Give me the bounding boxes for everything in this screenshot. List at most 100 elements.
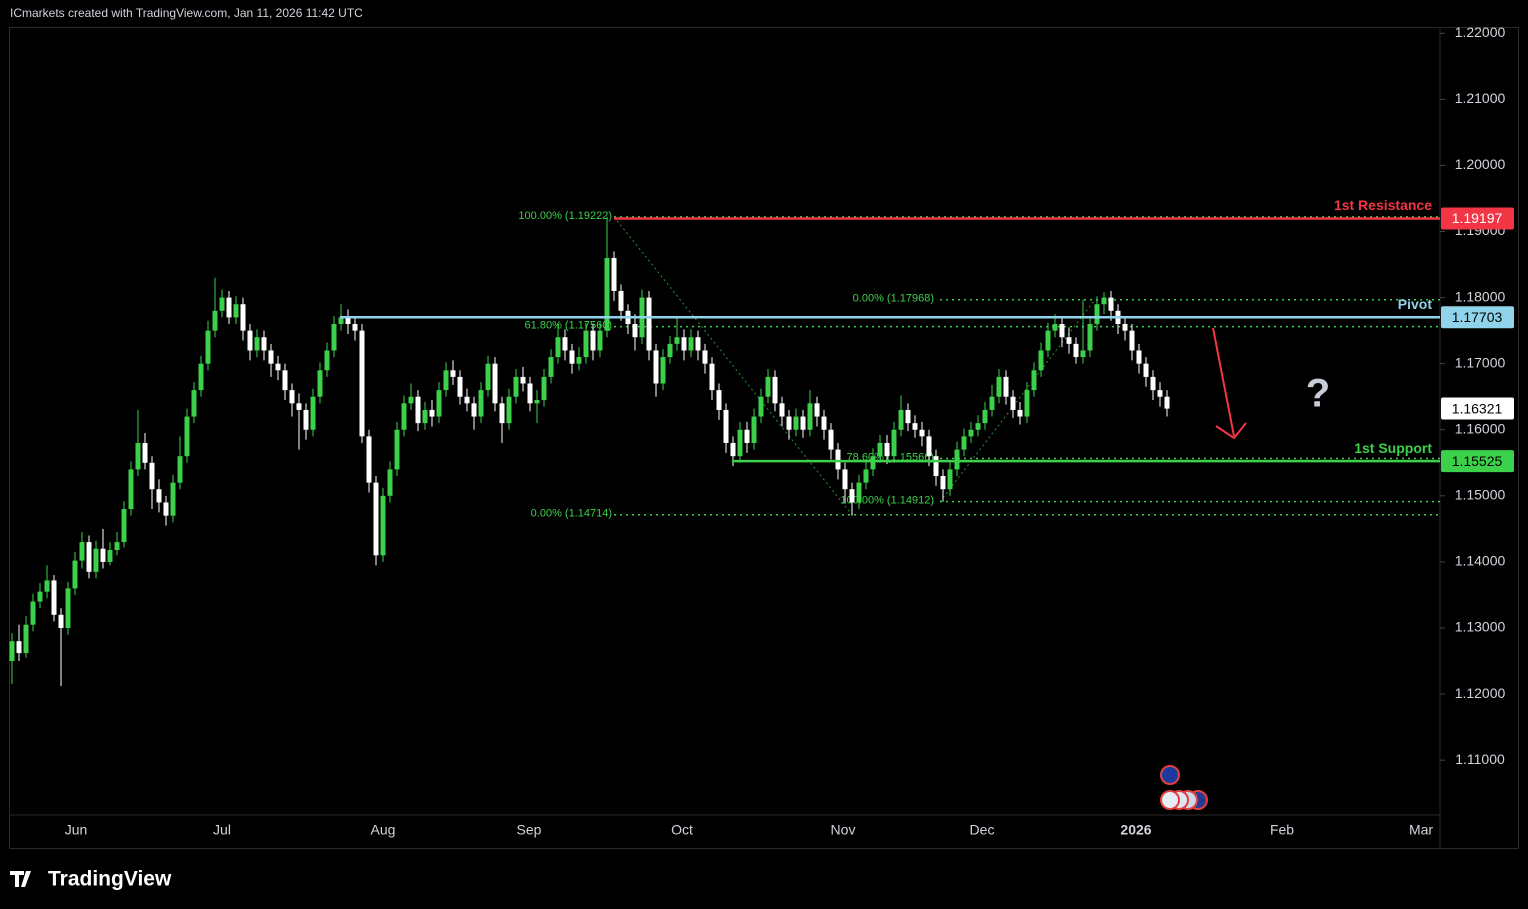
- fib-label: 0.00% (1.14714): [531, 508, 612, 520]
- candle-body: [317, 370, 323, 397]
- candle-body: [1038, 350, 1044, 371]
- candle-body: [275, 363, 281, 371]
- candle-body: [758, 396, 764, 417]
- candle-body: [1101, 297, 1107, 305]
- candle-body: [996, 376, 1002, 397]
- candle-body: [702, 350, 708, 364]
- candle-body: [464, 396, 470, 404]
- candle-body: [618, 290, 624, 311]
- candle-body: [744, 429, 750, 443]
- y-tick-label: 1.20000: [1455, 156, 1506, 172]
- fib-label: 100.00% (1.14912): [840, 495, 934, 507]
- footer-logo: TradingView: [10, 868, 172, 891]
- candle-body: [513, 376, 519, 397]
- level-name: 1st Support: [1354, 440, 1432, 456]
- candle-body: [1024, 390, 1030, 417]
- candle-body: [163, 502, 169, 516]
- candle-body: [436, 390, 442, 417]
- candle-body: [191, 390, 197, 417]
- price-tag: [1441, 207, 1514, 230]
- candle-body: [772, 376, 778, 404]
- y-tick-label: 1.11000: [1455, 751, 1505, 767]
- candle-body: [989, 396, 995, 410]
- candle-body: [254, 337, 260, 351]
- candle-body: [814, 403, 820, 417]
- y-tick-label: 1.14000: [1455, 553, 1506, 569]
- candle-body: [100, 548, 106, 562]
- fib-label: 0.00% (1.17968): [853, 293, 934, 305]
- y-tick-label: 1.12000: [1455, 685, 1506, 701]
- x-tick-label: Mar: [1409, 822, 1433, 838]
- candle-body: [919, 429, 925, 437]
- y-tick-label: 1.16000: [1455, 420, 1506, 436]
- candle-body: [954, 449, 960, 470]
- candle-body: [58, 614, 64, 628]
- candle-body: [786, 416, 792, 430]
- x-tick-label: Aug: [371, 822, 396, 838]
- candle-body: [93, 548, 99, 572]
- candle-body: [37, 591, 43, 602]
- x-tick-label: Jul: [213, 822, 231, 838]
- candle-body: [366, 436, 372, 483]
- candle-body: [1122, 324, 1128, 331]
- candle-body: [1017, 409, 1023, 417]
- candle-body: [555, 337, 561, 358]
- candle-body: [422, 409, 428, 424]
- y-tick-label: 1.15000: [1455, 487, 1506, 503]
- candle-body: [905, 409, 911, 424]
- candle-body: [961, 436, 967, 450]
- candle-body: [653, 350, 659, 384]
- fib-label: 100.00% (1.19222): [518, 210, 612, 222]
- candle-body: [611, 257, 617, 291]
- price-tag-label: 1.19197: [1452, 210, 1503, 226]
- candle-body: [499, 403, 505, 424]
- last-price-label: 1.16321: [1452, 400, 1503, 416]
- price-tag-label: 1.15525: [1452, 453, 1503, 469]
- last-price-tag: [1441, 397, 1514, 420]
- candle-body: [492, 363, 498, 404]
- x-tick-label: Oct: [671, 822, 693, 838]
- candle-body: [121, 509, 127, 543]
- candle-body: [835, 449, 841, 470]
- candle-body: [716, 390, 722, 410]
- candle-body: [1087, 324, 1093, 351]
- y-tick-label: 1.17000: [1455, 354, 1506, 370]
- candle-body: [674, 337, 680, 344]
- x-tick-label: Feb: [1270, 822, 1294, 838]
- candle-body: [408, 396, 414, 404]
- candle-body: [779, 403, 785, 417]
- candle-body: [394, 429, 400, 470]
- candle-body: [569, 350, 575, 364]
- candle-body: [940, 476, 946, 490]
- candle-body: [982, 409, 988, 424]
- candle-body: [1066, 337, 1072, 344]
- candle-body: [9, 641, 15, 662]
- candle-body: [667, 343, 673, 358]
- price-tag: [1441, 306, 1514, 329]
- y-tick-label: 1.13000: [1455, 619, 1506, 635]
- candle-body: [1157, 390, 1163, 397]
- candle-body: [541, 376, 547, 401]
- candle-body: [898, 409, 904, 430]
- candle-body: [135, 442, 141, 470]
- price-tag-label: 1.17703: [1452, 309, 1503, 325]
- candle-body: [751, 416, 757, 443]
- candle-body: [884, 442, 890, 457]
- candle-body: [681, 337, 687, 351]
- x-tick-label: 2026: [1120, 822, 1151, 838]
- candle-body: [205, 330, 211, 364]
- plot: 1.220001.210001.200001.190001.180001.170…: [9, 24, 1514, 838]
- candle-body: [478, 390, 484, 417]
- candle-body: [198, 363, 204, 391]
- candle-body: [604, 257, 610, 331]
- candle-body: [261, 337, 267, 351]
- candle-body: [296, 403, 302, 410]
- candle-body: [828, 429, 834, 450]
- x-tick-label: Dec: [970, 822, 995, 838]
- candle-body: [149, 462, 155, 490]
- candle-body: [177, 456, 183, 483]
- candle-body: [170, 482, 176, 516]
- candle-body: [800, 416, 806, 430]
- level-name: 1st Resistance: [1334, 197, 1432, 213]
